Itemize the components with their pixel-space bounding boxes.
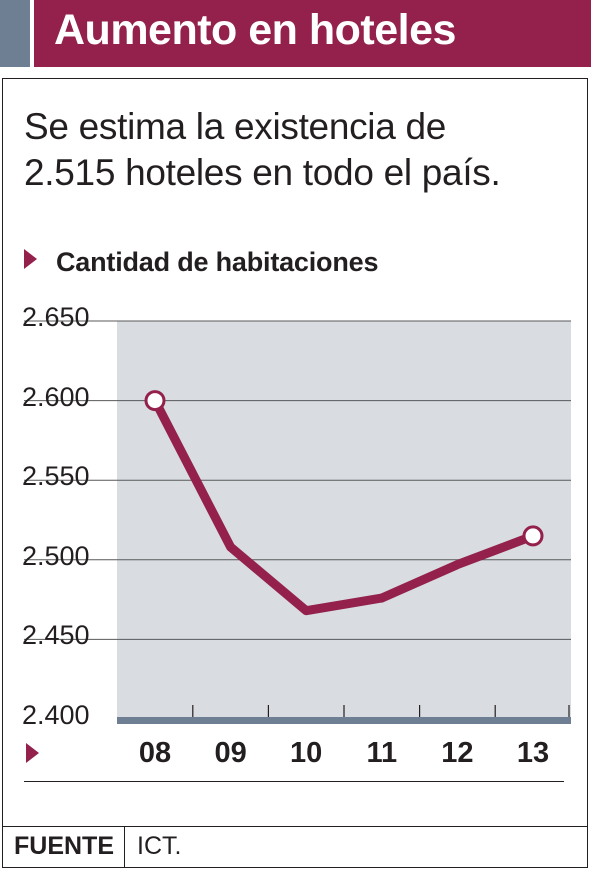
plot-area	[117, 321, 571, 719]
y-tick-label: 2.400	[22, 700, 90, 730]
data-point	[144, 390, 166, 412]
source-label: FUENTE	[14, 832, 114, 860]
series-line	[150, 396, 538, 616]
x-tick-label: 09	[214, 737, 247, 769]
header-accent-block	[0, 0, 30, 67]
subtitle-line-1: Se estima la existencia de	[24, 106, 447, 147]
header-title-block	[34, 0, 591, 67]
y-tick-label: 2.450	[22, 620, 90, 651]
x-axis-baseline	[117, 717, 571, 724]
data-point	[522, 525, 544, 547]
content-frame	[2, 78, 588, 868]
footer-column-divider	[124, 826, 125, 868]
subtitle: Se estima la existencia de 2.515 hoteles…	[24, 104, 501, 196]
y-tick-label: 2.500	[22, 540, 90, 571]
x-tick-label: 12	[441, 737, 474, 769]
x-tick-label: 13	[516, 737, 550, 769]
x-tick-label: 10	[290, 737, 323, 769]
footer-divider-line	[2, 826, 588, 827]
subtitle-line-2: 2.515 hoteles en todo el país.	[24, 152, 501, 193]
y-tick-label: 2.550	[22, 461, 90, 492]
chart-title: Cantidad de habitaciones	[56, 247, 379, 277]
y-tick-label: 2.650	[22, 302, 90, 332]
y-tick-label: 2.600	[22, 381, 90, 412]
header-bar: Aumento en hoteles	[0, 0, 591, 67]
x-axis-marker-icon	[26, 743, 39, 763]
chart-title-marker-icon	[24, 249, 37, 269]
source-value: ICT.	[137, 832, 182, 860]
x-tick-label: 11	[366, 737, 398, 769]
x-tick-label: 08	[138, 737, 172, 769]
page-title: Aumento en hoteles	[54, 6, 456, 54]
x-axis-underline	[24, 781, 564, 782]
